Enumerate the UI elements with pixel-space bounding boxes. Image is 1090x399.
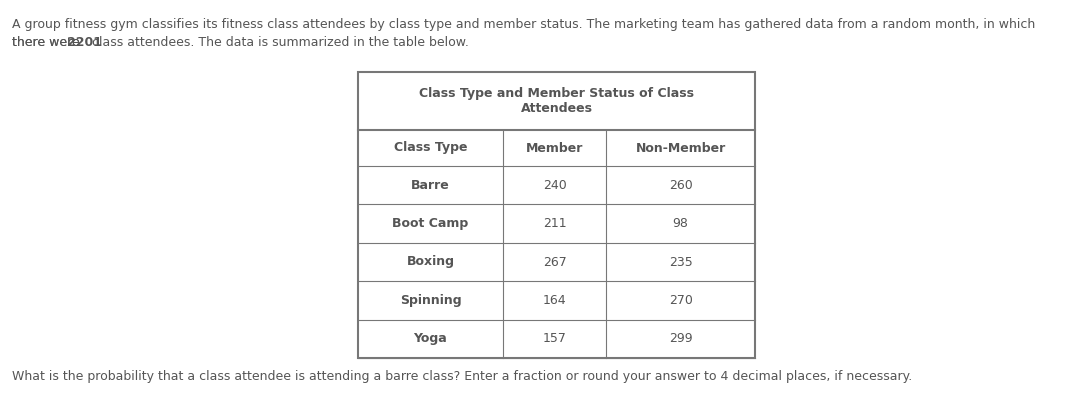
Text: 157: 157 — [543, 332, 567, 345]
Text: there were: there were — [12, 36, 84, 49]
Text: Yoga: Yoga — [413, 332, 447, 345]
Text: 2201: 2201 — [68, 36, 102, 49]
Text: Attendees: Attendees — [521, 103, 593, 115]
Text: Spinning: Spinning — [400, 294, 461, 307]
Bar — [358, 72, 755, 358]
Text: Boot Camp: Boot Camp — [392, 217, 469, 230]
Text: Class Type: Class Type — [393, 142, 468, 154]
Text: 235: 235 — [668, 255, 692, 269]
Text: 240: 240 — [543, 179, 567, 192]
Text: Boxing: Boxing — [407, 255, 455, 269]
Text: 267: 267 — [543, 255, 567, 269]
Text: Class Type and Member Status of Class: Class Type and Member Status of Class — [419, 87, 694, 99]
Text: What is the probability that a class attendee is attending a barre class? Enter : What is the probability that a class att… — [12, 370, 912, 383]
Text: 164: 164 — [543, 294, 567, 307]
Text: 260: 260 — [668, 179, 692, 192]
Text: 270: 270 — [668, 294, 692, 307]
Text: Member: Member — [525, 142, 583, 154]
Text: class attendees. The data is summarized in the table below.: class attendees. The data is summarized … — [87, 36, 469, 49]
Text: 211: 211 — [543, 217, 567, 230]
Text: A group fitness gym classifies its fitness class attendees by class type and mem: A group fitness gym classifies its fitne… — [12, 18, 1036, 31]
Text: Barre: Barre — [411, 179, 450, 192]
Text: 299: 299 — [669, 332, 692, 345]
Text: there were: there were — [12, 36, 84, 49]
Text: 98: 98 — [673, 217, 689, 230]
Text: Non-Member: Non-Member — [635, 142, 726, 154]
